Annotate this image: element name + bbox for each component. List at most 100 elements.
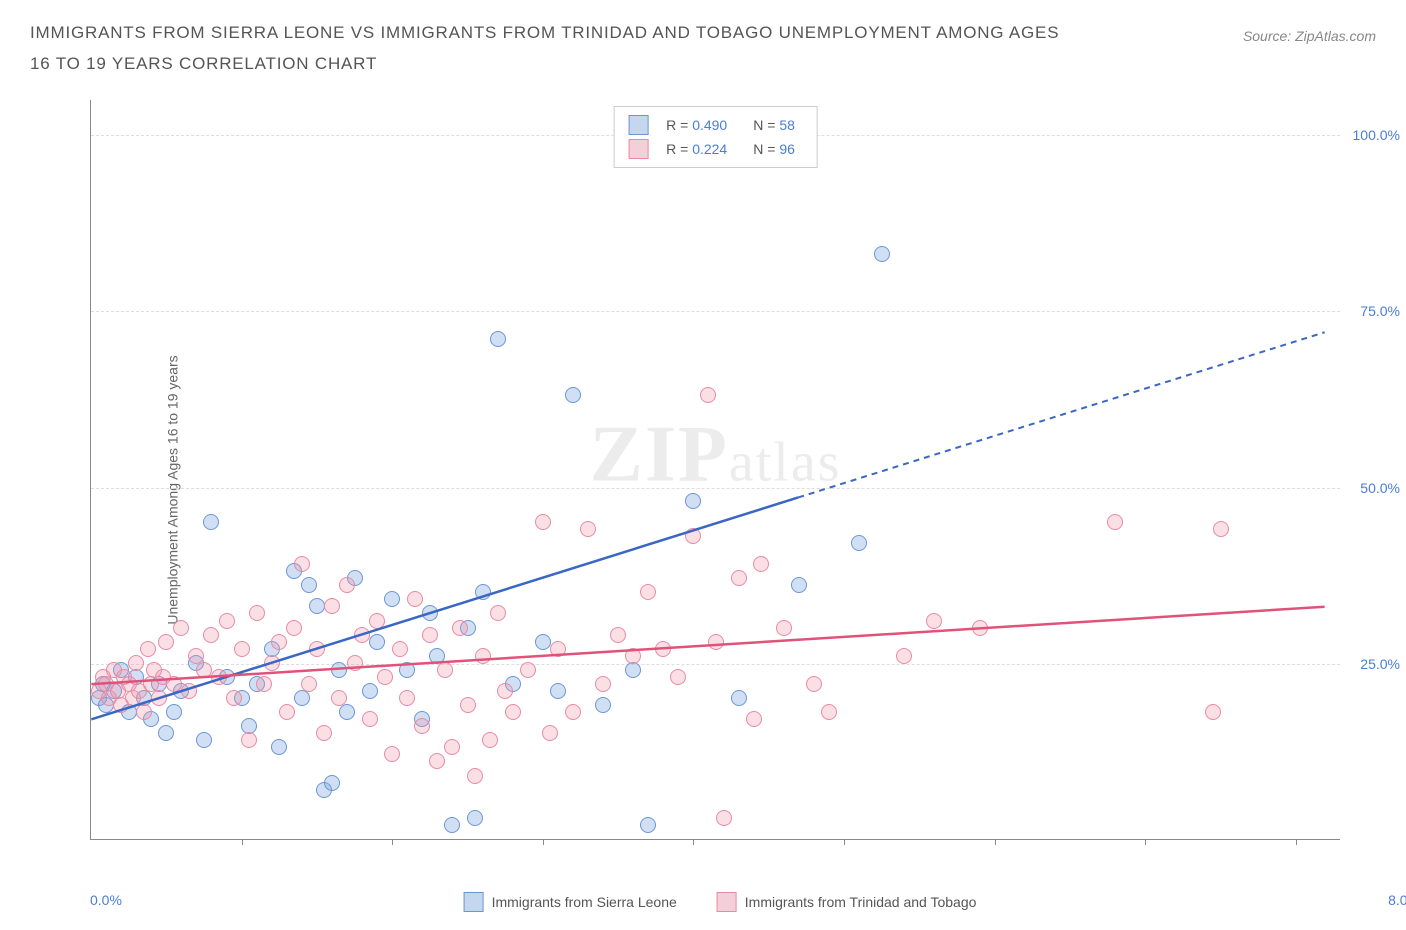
data-point <box>392 641 408 657</box>
data-point <box>429 753 445 769</box>
x-tick <box>1145 839 1146 845</box>
data-point <box>685 493 701 509</box>
data-point <box>874 246 890 262</box>
x-tick <box>1296 839 1297 845</box>
data-point <box>354 627 370 643</box>
data-point <box>203 514 219 530</box>
data-point <box>731 570 747 586</box>
data-point <box>535 634 551 650</box>
data-point <box>294 690 310 706</box>
data-point <box>377 669 393 685</box>
x-tick <box>844 839 845 845</box>
data-point <box>384 746 400 762</box>
data-point <box>279 704 295 720</box>
data-point <box>776 620 792 636</box>
data-point <box>151 690 167 706</box>
data-point <box>731 690 747 706</box>
series-legend: Immigrants from Sierra Leone Immigrants f… <box>464 892 977 912</box>
data-point <box>339 577 355 593</box>
data-point <box>158 725 174 741</box>
data-point <box>226 690 242 706</box>
data-point <box>565 387 581 403</box>
data-point <box>309 598 325 614</box>
data-point <box>753 556 769 572</box>
data-point <box>384 591 400 607</box>
data-point <box>542 725 558 741</box>
data-point <box>550 683 566 699</box>
x-axis-min-label: 0.0% <box>90 892 122 908</box>
data-point <box>166 676 182 692</box>
data-point <box>219 613 235 629</box>
data-point <box>708 634 724 650</box>
data-point <box>505 704 521 720</box>
data-point <box>580 521 596 537</box>
data-point <box>821 704 837 720</box>
data-point <box>565 704 581 720</box>
data-point <box>331 662 347 678</box>
watermark: ZIPatlas <box>590 409 842 500</box>
y-tick-label: 25.0% <box>1360 656 1400 672</box>
data-point <box>196 732 212 748</box>
data-point <box>1107 514 1123 530</box>
x-tick <box>392 839 393 845</box>
data-point <box>1213 521 1229 537</box>
legend-series-item: Immigrants from Sierra Leone <box>464 892 677 912</box>
data-point <box>640 584 656 600</box>
gridline <box>91 311 1340 312</box>
data-point <box>452 620 468 636</box>
chart-header: IMMIGRANTS FROM SIERRA LEONE VS IMMIGRAN… <box>0 0 1406 89</box>
data-point <box>309 641 325 657</box>
data-point <box>896 648 912 664</box>
data-point <box>234 641 250 657</box>
data-point <box>490 331 506 347</box>
data-point <box>196 662 212 678</box>
data-point <box>535 514 551 530</box>
data-point <box>806 676 822 692</box>
legend-stat-row: R = 0.490N = 58 <box>628 113 803 137</box>
data-point <box>362 711 378 727</box>
data-point <box>851 535 867 551</box>
data-point <box>460 697 476 713</box>
data-point <box>422 627 438 643</box>
data-point <box>520 662 536 678</box>
data-point <box>972 620 988 636</box>
chart-title: IMMIGRANTS FROM SIERRA LEONE VS IMMIGRAN… <box>30 18 1080 79</box>
data-point <box>1205 704 1221 720</box>
y-tick-label: 75.0% <box>1360 303 1400 319</box>
data-point <box>264 655 280 671</box>
legend-swatch <box>628 139 648 159</box>
data-point <box>407 591 423 607</box>
legend-series-item: Immigrants from Trinidad and Tobago <box>717 892 977 912</box>
data-point <box>399 662 415 678</box>
data-point <box>467 810 483 826</box>
data-point <box>926 613 942 629</box>
data-point <box>271 634 287 650</box>
legend-swatch <box>628 115 648 135</box>
y-tick-label: 50.0% <box>1360 480 1400 496</box>
data-point <box>211 669 227 685</box>
data-point <box>685 528 701 544</box>
data-point <box>550 641 566 657</box>
data-point <box>286 620 302 636</box>
x-tick <box>543 839 544 845</box>
data-point <box>241 732 257 748</box>
data-point <box>490 605 506 621</box>
data-point <box>640 817 656 833</box>
data-point <box>369 634 385 650</box>
data-point <box>324 598 340 614</box>
data-point <box>249 605 265 621</box>
data-point <box>791 577 807 593</box>
data-point <box>331 690 347 706</box>
plot-area: ZIPatlas R = 0.490N = 58R = 0.224N = 96 … <box>90 100 1340 840</box>
data-point <box>316 725 332 741</box>
data-point <box>181 683 197 699</box>
data-point <box>173 620 189 636</box>
data-point <box>444 739 460 755</box>
data-point <box>700 387 716 403</box>
legend-swatch <box>464 892 484 912</box>
data-point <box>339 704 355 720</box>
chart-container: Unemployment Among Ages 16 to 19 years Z… <box>60 100 1380 880</box>
data-point <box>467 768 483 784</box>
data-point <box>271 739 287 755</box>
data-point <box>437 662 453 678</box>
